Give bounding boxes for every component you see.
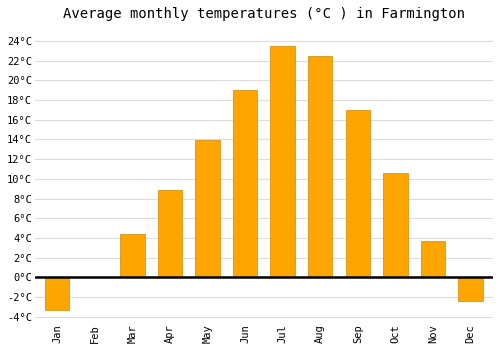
- Bar: [420, 241, 445, 277]
- Bar: [120, 234, 144, 277]
- Bar: [158, 190, 182, 277]
- Bar: [308, 56, 332, 277]
- Bar: [270, 46, 295, 277]
- Bar: [196, 140, 220, 277]
- Bar: [45, 277, 70, 310]
- Bar: [458, 277, 482, 301]
- Title: Average monthly temperatures (°C ) in Farmington: Average monthly temperatures (°C ) in Fa…: [63, 7, 465, 21]
- Bar: [233, 90, 258, 277]
- Bar: [346, 110, 370, 277]
- Bar: [383, 173, 407, 277]
